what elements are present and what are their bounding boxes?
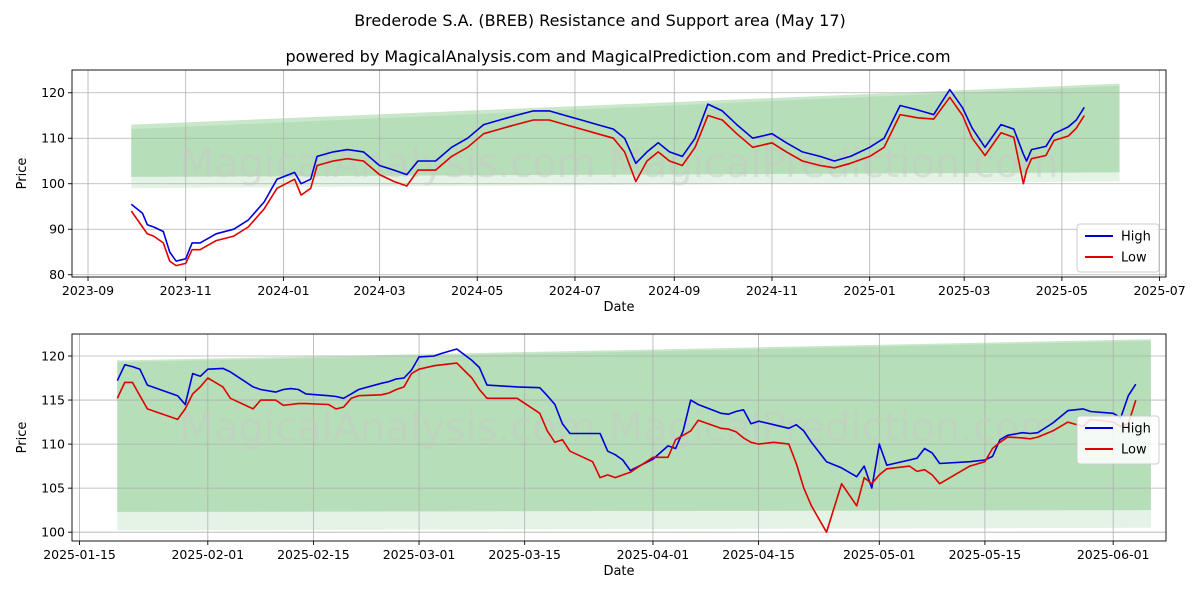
resistance-support-band	[131, 83, 1120, 177]
y-tick-label: 110	[41, 437, 65, 452]
x-tick-label: 2025-02-01	[171, 547, 244, 562]
resistance-support-band	[131, 85, 1120, 189]
y-tick-label: 90	[49, 222, 65, 237]
legend-label-low: Low	[1121, 251, 1147, 266]
plot-frame	[71, 69, 1167, 278]
x-tick-label: 2024-09	[648, 283, 700, 298]
x-tick-label: 2025-03-01	[383, 547, 456, 562]
legend-label-high: High	[1121, 230, 1151, 245]
y-tick-label: 80	[49, 267, 65, 282]
x-tick-label: 2025-01	[844, 283, 896, 298]
y-tick-label: 105	[41, 481, 65, 496]
x-tick-label: 2025-05-01	[843, 547, 916, 562]
x-tick-label: 2025-05-15	[949, 547, 1022, 562]
y-axis-label: Price	[15, 158, 30, 190]
x-tick-label: 2025-07	[1133, 283, 1185, 298]
top-panel: MagicalAnalysis.com MagicalPrediction.co…	[15, 69, 1186, 315]
y-tick-label: 120	[41, 85, 65, 100]
watermark: MagicalAnalysis.com MagicalPrediction.co…	[180, 405, 1059, 451]
x-axis-label: Date	[603, 564, 634, 579]
x-tick-label: 2025-06-01	[1077, 547, 1150, 562]
chart-subtitle: powered by MagicalAnalysis.com and Magic…	[285, 47, 950, 66]
watermark: MagicalAnalysis.com MagicalPrediction.co…	[180, 141, 1059, 187]
legend: High Low	[1076, 223, 1160, 273]
series-line-low	[130, 96, 1085, 267]
x-tick-label: 2025-03-15	[488, 547, 561, 562]
legend: High Low	[1076, 415, 1160, 465]
series-line-high	[130, 88, 1085, 262]
y-tick-label: 100	[41, 176, 65, 191]
y-axis-label: Price	[15, 422, 30, 454]
series-line-high	[116, 348, 1137, 489]
x-tick-label: 2024-03	[353, 283, 405, 298]
x-tick-label: 2025-04-15	[722, 547, 795, 562]
x-tick-label: 2024-11	[746, 283, 798, 298]
resistance-support-band	[117, 341, 1151, 531]
legend-label-high: High	[1121, 422, 1151, 437]
y-tick-label: 100	[41, 525, 65, 540]
x-tick-label: 2024-05	[451, 283, 503, 298]
plot-frame	[71, 333, 1167, 542]
bottom-panel: MagicalAnalysis.com MagicalPrediction.co…	[15, 333, 1167, 579]
x-tick-label: 2023-11	[160, 283, 212, 298]
x-tick-label: 2024-01	[257, 283, 309, 298]
x-tick-label: 2025-01-15	[43, 547, 116, 562]
x-tick-label: 2025-02-15	[277, 547, 350, 562]
x-tick-label: 2023-09	[62, 283, 114, 298]
y-tick-label: 120	[41, 349, 65, 364]
x-tick-label: 2024-07	[549, 283, 601, 298]
x-tick-label: 2025-03	[938, 283, 990, 298]
legend-label-low: Low	[1121, 443, 1147, 458]
x-axis-label: Date	[603, 300, 634, 315]
y-tick-label: 115	[41, 393, 65, 408]
chart-title: Brederode S.A. (BREB) Resistance and Sup…	[354, 11, 846, 30]
x-tick-label: 2025-04-01	[617, 547, 690, 562]
x-tick-label: 2025-05	[1036, 283, 1088, 298]
y-tick-label: 110	[41, 131, 65, 146]
series-line-low	[116, 362, 1137, 533]
